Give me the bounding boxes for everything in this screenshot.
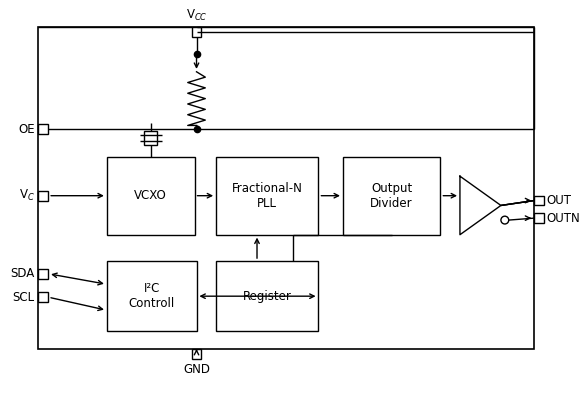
Bar	[534, 196, 544, 206]
Bar	[216, 261, 318, 331]
Text: I²C
Controll: I²C Controll	[128, 282, 175, 310]
Text: VCXO: VCXO	[134, 189, 167, 202]
Text: SDA: SDA	[11, 267, 35, 280]
Text: V$_{CC}$: V$_{CC}$	[186, 8, 207, 23]
Text: OUTN: OUTN	[547, 211, 581, 225]
Text: V$_C$: V$_C$	[19, 188, 35, 203]
Bar	[107, 157, 195, 235]
Bar	[107, 261, 196, 331]
Circle shape	[501, 216, 509, 224]
Text: Fractional-N
PLL: Fractional-N PLL	[232, 182, 303, 210]
Bar	[39, 191, 48, 200]
Bar	[39, 27, 534, 349]
Text: GND: GND	[183, 362, 210, 375]
Text: Register: Register	[243, 290, 292, 303]
Text: OE: OE	[18, 123, 35, 136]
Bar	[39, 124, 48, 134]
Bar	[144, 131, 158, 145]
Text: Output
Divider: Output Divider	[370, 182, 413, 210]
Bar	[192, 27, 202, 37]
Bar	[192, 349, 202, 359]
Text: OUT: OUT	[547, 194, 572, 207]
Bar	[39, 269, 48, 279]
Bar	[534, 213, 544, 223]
Text: SCL: SCL	[12, 291, 35, 304]
Bar	[343, 157, 441, 235]
Bar	[39, 292, 48, 302]
Bar	[216, 157, 318, 235]
